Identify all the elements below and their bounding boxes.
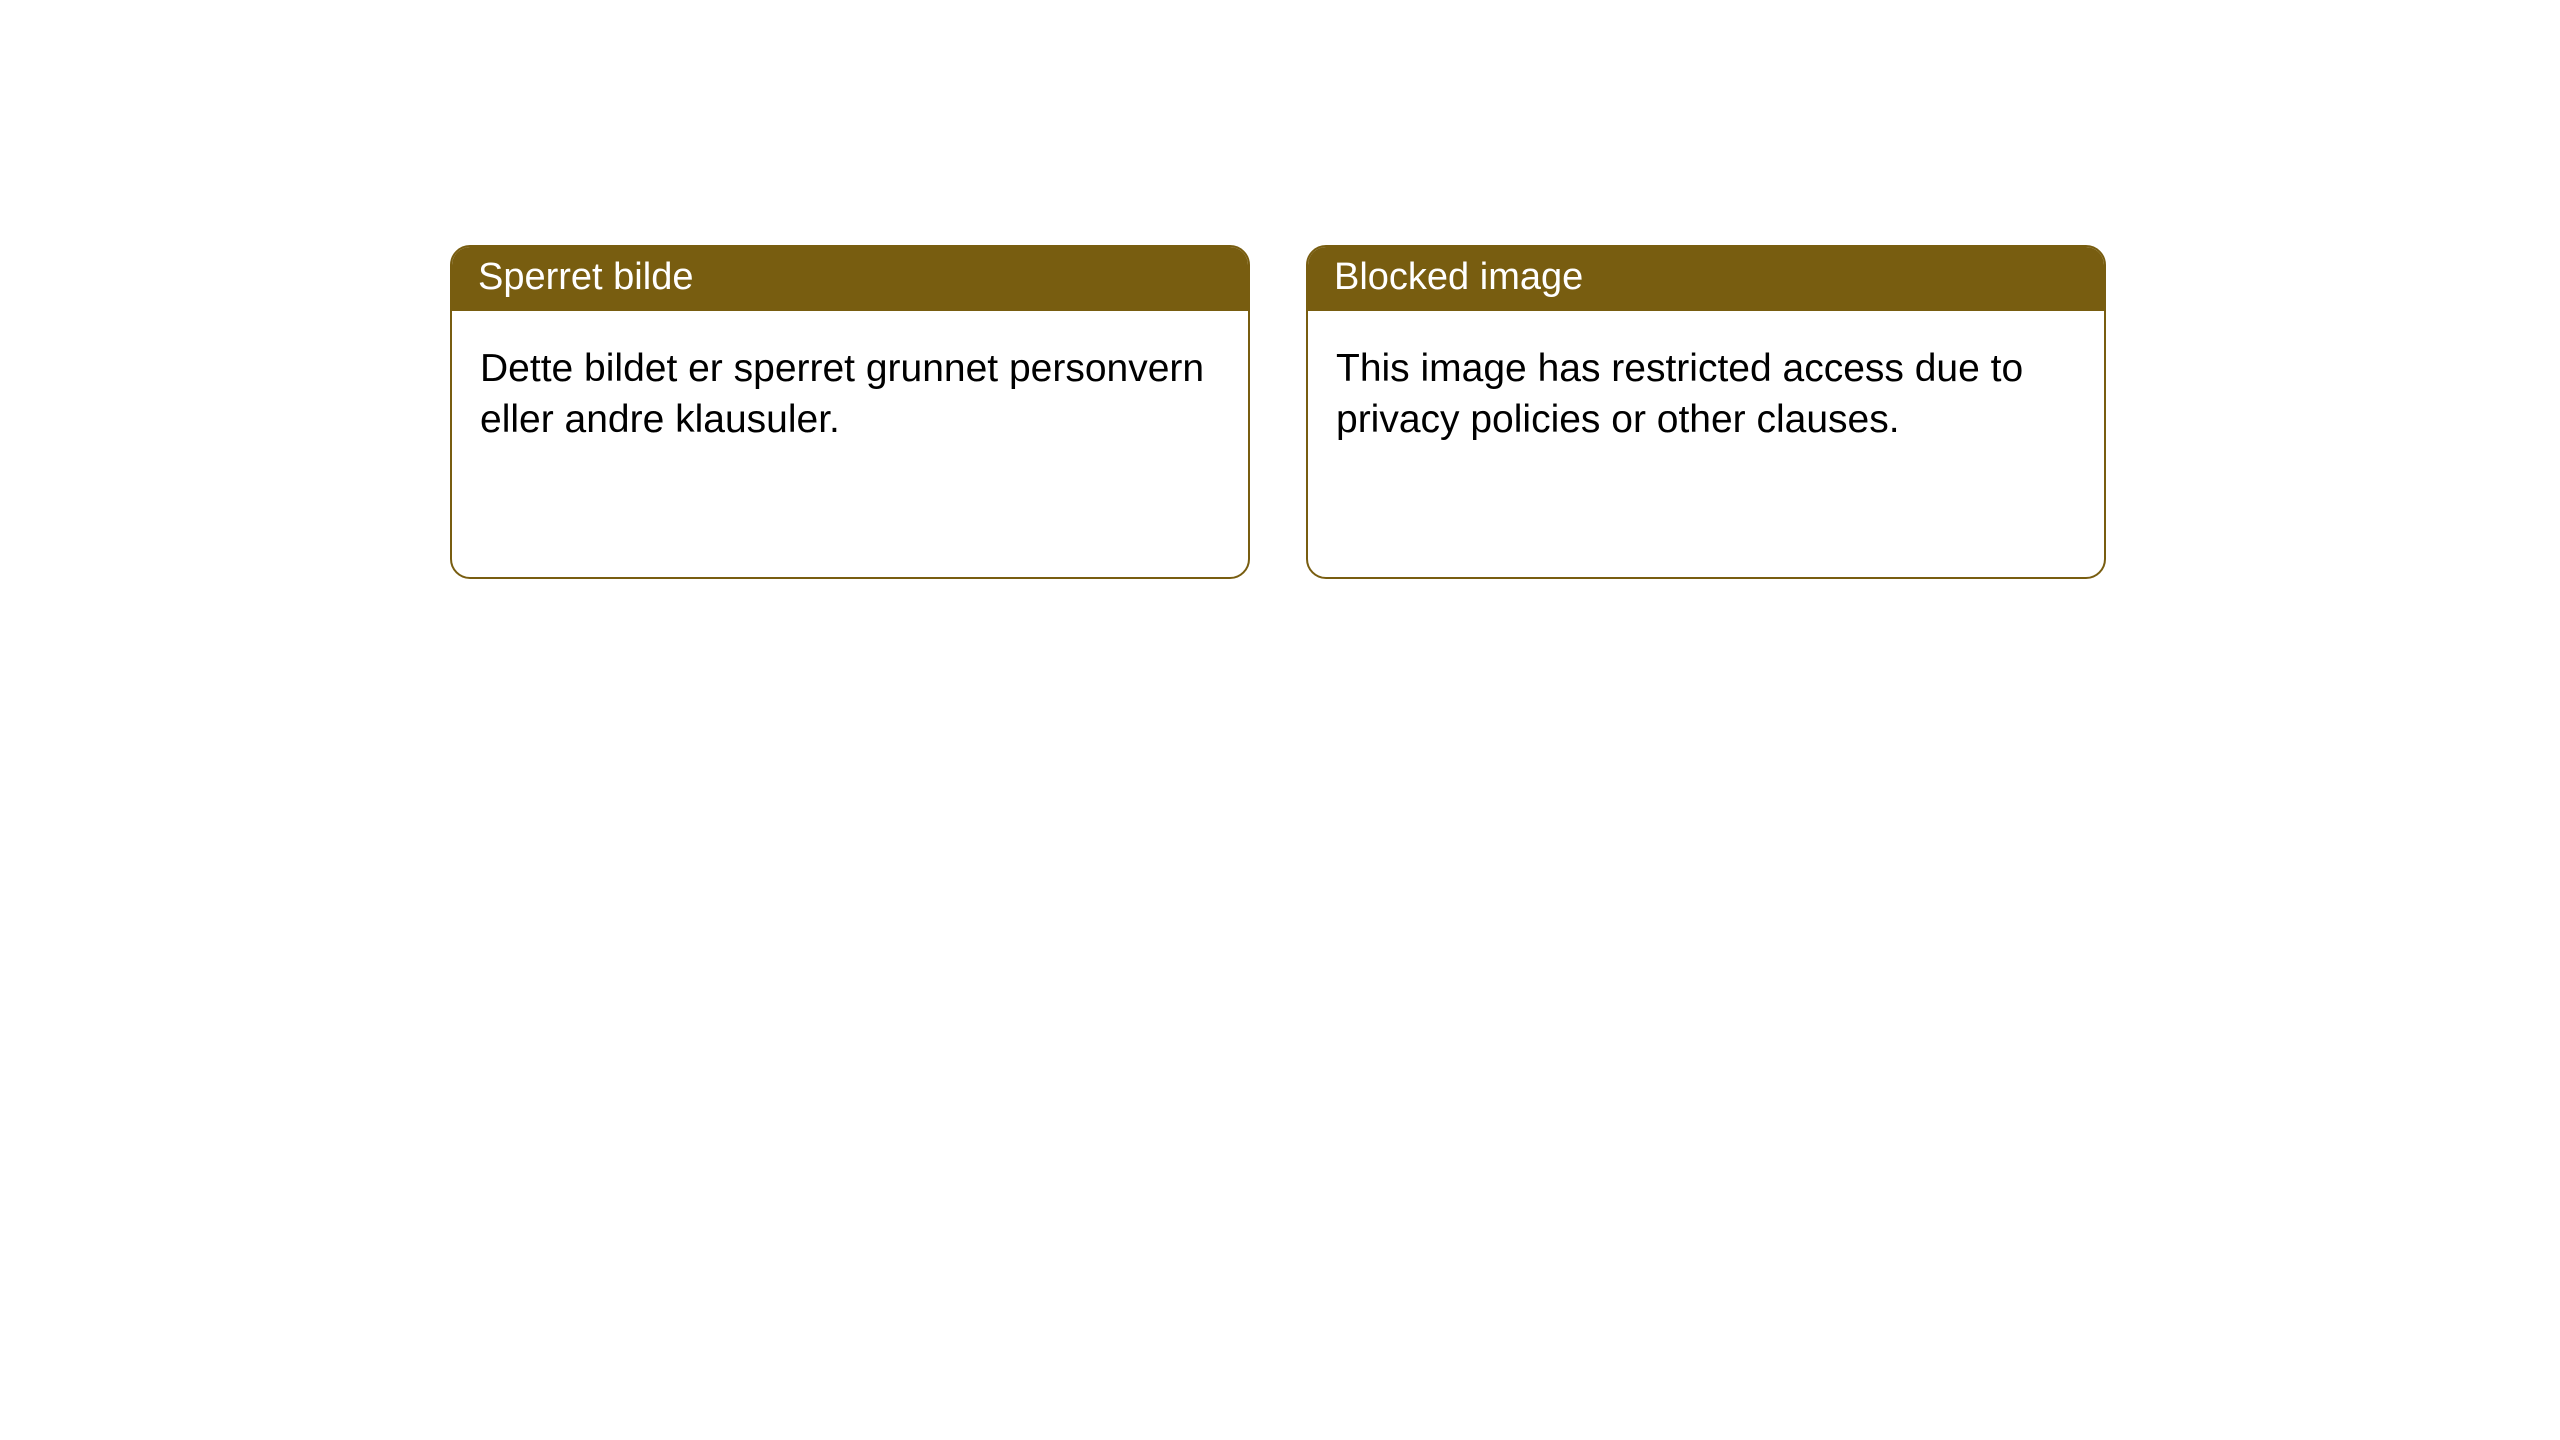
notice-card-norwegian: Sperret bilde Dette bildet er sperret gr… bbox=[450, 245, 1250, 579]
notice-body-norwegian: Dette bildet er sperret grunnet personve… bbox=[452, 311, 1248, 478]
notice-container: Sperret bilde Dette bildet er sperret gr… bbox=[0, 0, 2560, 579]
notice-title-english: Blocked image bbox=[1308, 247, 2104, 311]
notice-body-english: This image has restricted access due to … bbox=[1308, 311, 2104, 478]
notice-title-norwegian: Sperret bilde bbox=[452, 247, 1248, 311]
notice-card-english: Blocked image This image has restricted … bbox=[1306, 245, 2106, 579]
